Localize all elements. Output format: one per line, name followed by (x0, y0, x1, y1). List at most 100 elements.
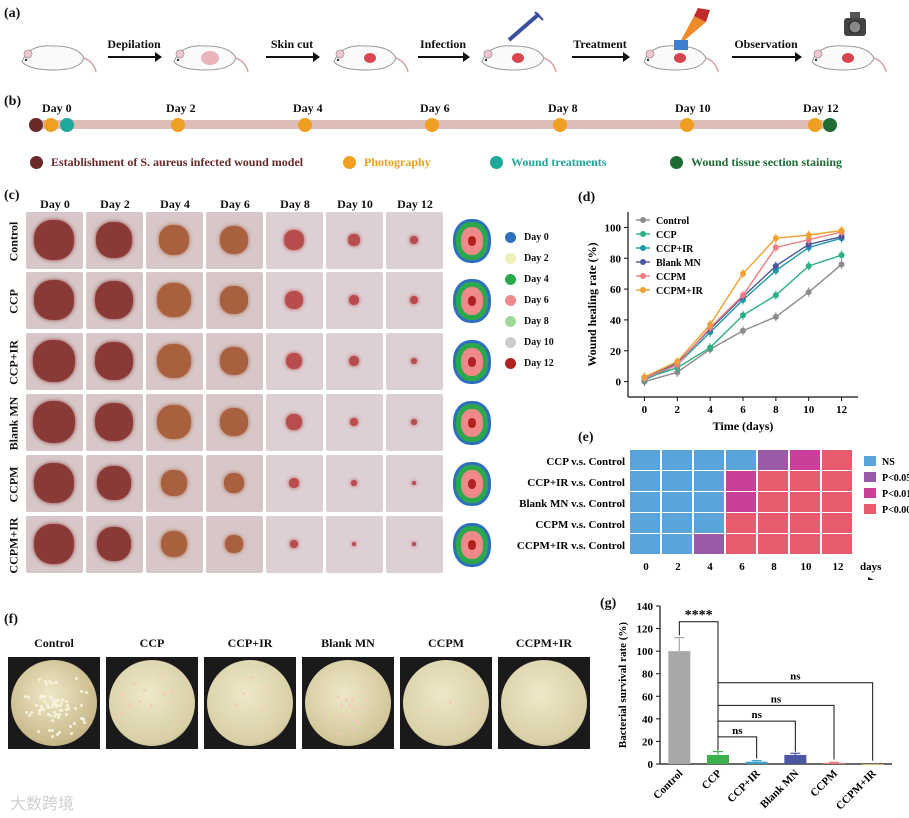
trace-core (468, 296, 476, 306)
heatmap-legend-label: P<0.05 (882, 473, 909, 484)
panel-label-g: (g) (600, 596, 617, 611)
heatmap-column-label: 4 (707, 561, 713, 573)
wound-area (220, 286, 248, 314)
colony (46, 704, 50, 708)
colony (143, 688, 147, 692)
watermark: 大数跨境 (10, 794, 75, 813)
mouse-illustration (478, 36, 558, 76)
y-tick-label: 20 (642, 736, 654, 748)
trace-legend-item: Day 10 (505, 337, 554, 348)
colony (174, 723, 178, 727)
colony (50, 728, 54, 732)
colony (64, 699, 68, 703)
data-point (805, 262, 812, 269)
photo-column-header: Day 0 (40, 197, 70, 211)
plate-label: CCP+IR (227, 636, 273, 650)
colony (27, 713, 31, 717)
timeline-dot (823, 118, 837, 132)
wound-area (96, 222, 132, 258)
colony (357, 723, 361, 727)
wound-area (95, 403, 133, 441)
significance-heatmap: CCP v.s. Control CCP+IR v.s. Control Blank… (517, 450, 909, 580)
heatmap-cell (822, 450, 852, 470)
trace-legend-item: Day 6 (505, 295, 549, 306)
petri-dish (305, 660, 391, 746)
heatmap-cell (726, 471, 756, 491)
heatmap-cell (694, 492, 724, 512)
petri-dish (11, 660, 97, 746)
bar (668, 651, 691, 764)
wound-photo (146, 455, 203, 512)
timeline-legend-item: Wound tissue section staining (670, 155, 842, 170)
heatmap-column-label: 10 (801, 561, 813, 573)
heatmap-cell (790, 471, 820, 491)
trace-legend-label: Day 4 (524, 274, 549, 285)
wound-photo (386, 394, 443, 451)
wound-area (34, 220, 74, 260)
wound-photo (146, 212, 203, 269)
data-point (707, 321, 714, 328)
colony (448, 700, 452, 704)
colony (162, 693, 166, 697)
legend-label: CCPM (656, 272, 687, 283)
wound-photo (266, 455, 323, 512)
x-tick-label: 12 (836, 404, 848, 416)
x-tick-label: CCP (700, 767, 725, 792)
legend-marker (640, 217, 646, 223)
timeline-dot (553, 118, 567, 132)
trace-legend-label: Day 8 (524, 316, 549, 327)
legend-label: CCP+IR (656, 244, 694, 255)
mouse-illustration (808, 36, 888, 76)
timeline-legend-label: Wound treatments (511, 155, 607, 169)
data-point (772, 292, 779, 299)
trace-core (468, 479, 476, 489)
wound-area (161, 531, 187, 557)
data-point (838, 252, 845, 259)
data-point (838, 233, 845, 240)
data-point (740, 292, 746, 299)
wound-photo (86, 272, 143, 329)
wound-area (286, 353, 302, 369)
colony (52, 703, 56, 707)
colony (58, 712, 62, 716)
heatmap-x-label: days (860, 561, 882, 573)
trace-legend-label: Day 2 (524, 253, 549, 264)
trace-legend-item: Day 0 (505, 232, 549, 243)
heatmap-legend-label: P<0.0001 (882, 505, 909, 516)
colony (67, 707, 71, 711)
wound-area (285, 291, 303, 309)
wound-area (289, 478, 299, 488)
trace-legend-label: Day 12 (524, 358, 554, 369)
heatmap-column-label: 2 (675, 561, 681, 573)
heatmap-cell (662, 450, 692, 470)
data-point (772, 244, 779, 251)
heatmap-cell (790, 492, 820, 512)
wound-area (349, 295, 359, 305)
wound-trace-overlay (456, 404, 488, 442)
wound-area (290, 540, 298, 548)
y-axis-label: Bacterial survival rate (%) (617, 622, 629, 748)
wound-area (411, 358, 417, 364)
heatmap-cell (758, 450, 788, 470)
wound-photo (146, 516, 203, 573)
colony (55, 680, 59, 684)
colony (43, 694, 47, 698)
wound-area (411, 419, 417, 425)
legend-marker (640, 259, 646, 265)
heatmap-row-label: Blank MN v.s. Control (519, 498, 625, 510)
procedure-arrow (418, 52, 470, 62)
heatmap-cell (630, 450, 660, 470)
colony (350, 728, 354, 731)
legend-marker (640, 231, 646, 237)
colony (242, 692, 246, 696)
wound-area (161, 470, 187, 496)
trace-legend-dot (505, 337, 516, 348)
heatmap-cell (790, 513, 820, 533)
colony (170, 699, 174, 703)
bar (784, 754, 807, 764)
colony (427, 708, 431, 712)
colony (119, 693, 123, 697)
colony (37, 729, 41, 733)
data-point (772, 235, 779, 242)
colony (40, 694, 44, 698)
